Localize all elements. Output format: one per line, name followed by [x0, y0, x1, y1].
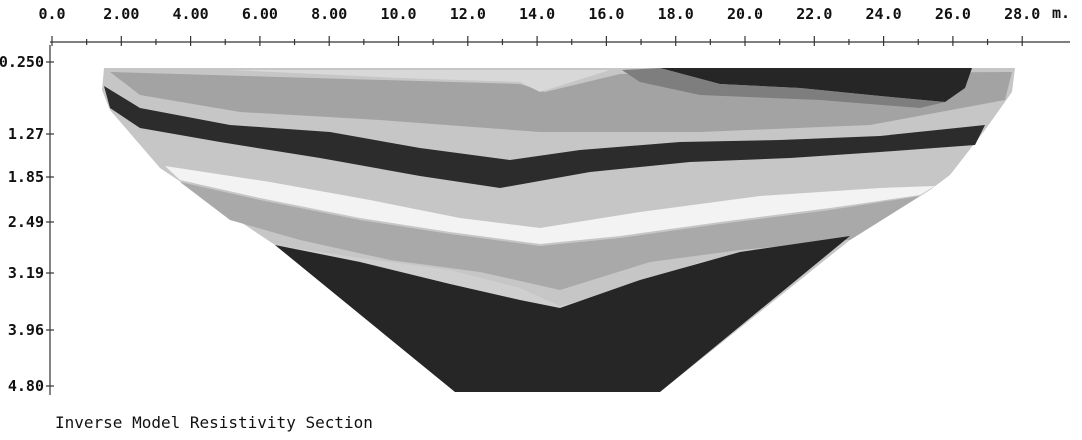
x-tick-label: 16.0 — [588, 5, 624, 23]
x-tick-label: 10.0 — [380, 5, 416, 23]
depth-tick-label: 3.96 — [8, 321, 44, 339]
layer-bottom-dark — [275, 236, 850, 392]
x-axis-ticks: 0.0 2.00 4.00 6.00 8.00 10.0 12.0 14.0 16.0 18.0 2… — [38, 5, 1040, 46]
x-tick-label: 2.00 — [103, 5, 139, 23]
x-tick-label: 4.00 — [173, 5, 209, 23]
depth-tick-label: 3.19 — [8, 264, 44, 282]
depth-tick-label: 1.27 — [8, 125, 44, 143]
x-tick-label: 0.0 — [38, 5, 65, 23]
x-axis: 0.0 2.00 4.00 6.00 8.00 10.0 12.0 14.0 16.0 18.0 2… — [38, 4, 1070, 46]
x-tick-label: 12.0 — [450, 5, 486, 23]
depth-tick-label: 2.49 — [8, 213, 44, 231]
x-tick-label: 28.0 — [1004, 5, 1040, 23]
layer-lower-mid — [180, 182, 920, 290]
x-tick-label: 6.00 — [242, 5, 278, 23]
x-tick-label: 26.0 — [935, 5, 971, 23]
x-tick-label: 22.0 — [796, 5, 832, 23]
depth-axis: 0.250 1.27 1.85 2.49 3.19 3.96 4.80 — [0, 45, 54, 395]
x-tick-label: 14.0 — [519, 5, 555, 23]
section-title: Inverse Model Resistivity Section — [55, 413, 373, 432]
x-tick-label: 24.0 — [866, 5, 902, 23]
x-tick-label: 8.00 — [311, 5, 347, 23]
x-axis-unit: m. — [1052, 4, 1070, 22]
x-tick-label: 18.0 — [658, 5, 694, 23]
depth-tick-label: 1.85 — [8, 168, 44, 186]
x-tick-label: 20.0 — [727, 5, 763, 23]
depth-tick-label: 0.250 — [0, 53, 44, 71]
layer-white-band — [165, 166, 935, 244]
resistivity-section — [102, 68, 1015, 392]
layer-top-pale — [230, 70, 610, 92]
layer-dark-band — [104, 86, 985, 188]
depth-tick-label: 4.80 — [8, 377, 44, 395]
layer-top-right-dark — [660, 68, 972, 102]
layer-top-right-mid — [622, 68, 945, 108]
depth-axis-ticks: 0.250 1.27 1.85 2.49 3.19 3.96 4.80 — [0, 53, 54, 395]
